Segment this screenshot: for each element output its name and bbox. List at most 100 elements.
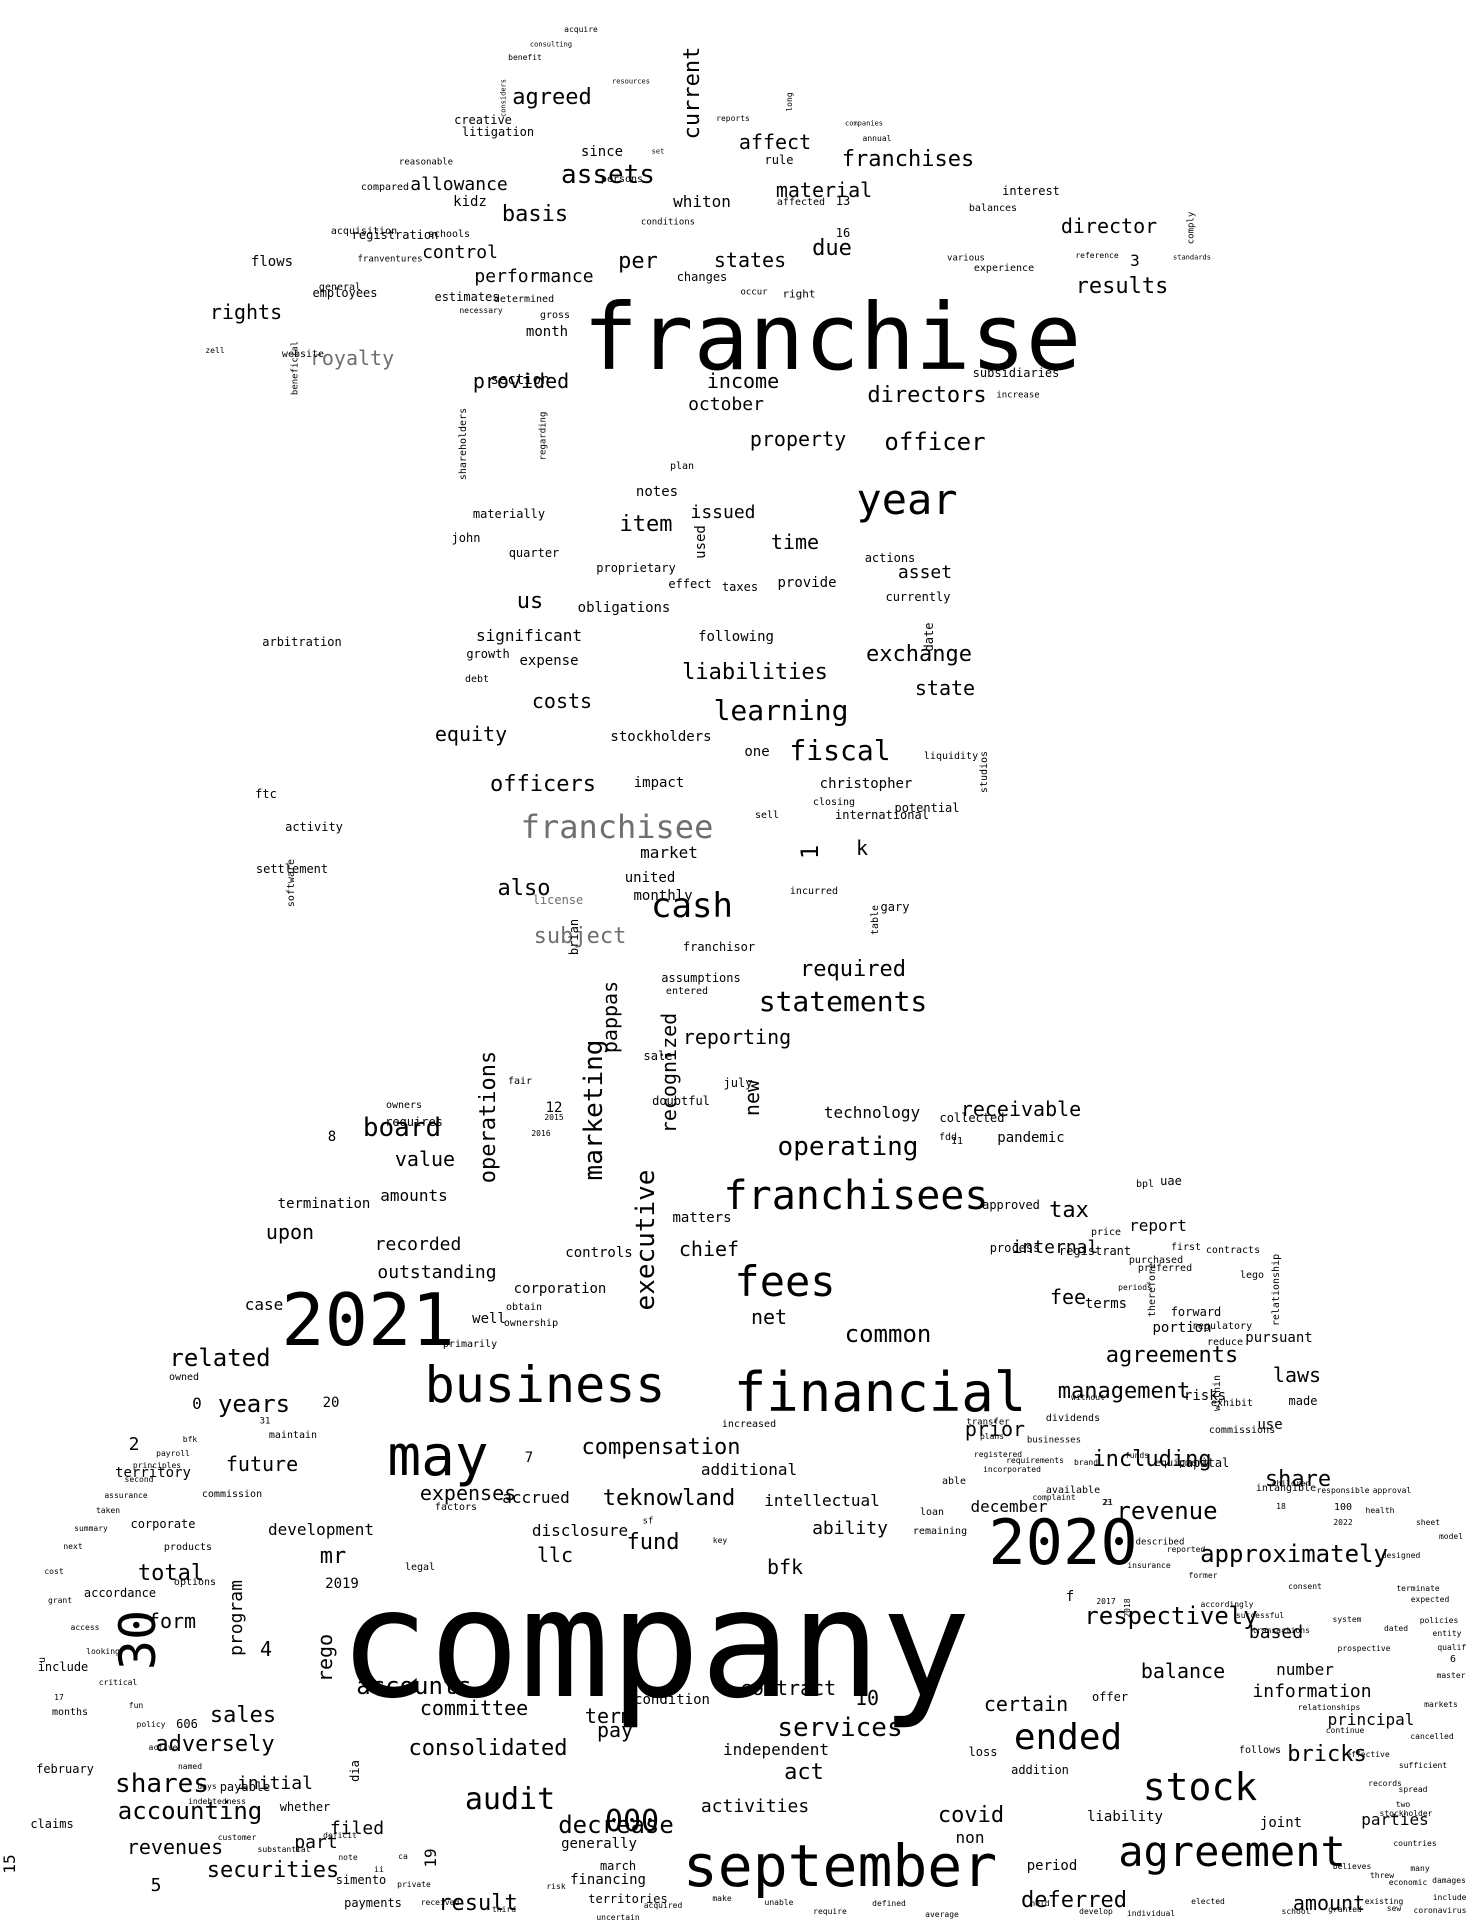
cloud-word: develop <box>1079 1907 1113 1916</box>
cloud-word: brian <box>567 918 581 956</box>
cloud-word: business <box>424 1356 666 1414</box>
cloud-word: board <box>362 1113 442 1143</box>
cloud-word: entered <box>665 986 709 997</box>
cloud-word: current <box>680 46 705 140</box>
cloud-word: tax <box>1049 1198 1089 1223</box>
cloud-word: deferred <box>1021 1888 1127 1913</box>
cloud-word: ii <box>374 1865 384 1874</box>
cloud-word: mr <box>319 1544 347 1569</box>
cloud-word: initial <box>237 1773 313 1794</box>
cloud-word: 23 <box>1102 1498 1112 1507</box>
cloud-word: products <box>163 1542 213 1553</box>
cloud-word: approval <box>1372 1486 1412 1495</box>
cloud-word: k <box>855 836 869 860</box>
cloud-word: second <box>124 1475 154 1484</box>
cloud-word: various <box>947 253 985 264</box>
cloud-word: results <box>1075 274 1169 299</box>
cloud-word: respectively <box>1084 1602 1258 1630</box>
cloud-word: 2017 <box>1096 1597 1116 1606</box>
cloud-word: complaint <box>1032 1493 1076 1502</box>
cloud-word: asset <box>897 562 953 583</box>
cloud-word: exhibit <box>1210 1398 1254 1409</box>
cloud-word: transfer <box>966 1417 1010 1428</box>
cloud-word: master <box>1436 1671 1466 1680</box>
cloud-word: standards <box>1173 253 1211 262</box>
cloud-word: granted <box>1328 1905 1362 1914</box>
cloud-word: bpl <box>1135 1179 1155 1190</box>
cloud-word: financial <box>733 1361 1027 1424</box>
cloud-word: payments <box>344 1896 402 1910</box>
cloud-word: approved <box>982 1198 1040 1212</box>
cloud-word: certain <box>983 1692 1069 1716</box>
cloud-word: potential <box>894 801 960 815</box>
cloud-word: receivable <box>960 1097 1082 1121</box>
cloud-word: received <box>420 1898 460 1907</box>
cloud-word: contract <box>739 1676 837 1700</box>
cloud-word: management <box>1057 1379 1191 1404</box>
cloud-word: laws <box>1272 1363 1322 1387</box>
cloud-word: requires <box>385 1115 443 1129</box>
cloud-word: 2022 <box>1333 1518 1353 1527</box>
cloud-word: time <box>770 530 820 554</box>
cloud-word: states <box>713 248 787 272</box>
cloud-word: revenue <box>1116 1497 1218 1525</box>
cloud-word: operating <box>777 1132 919 1162</box>
cloud-word: 20 <box>322 1395 340 1411</box>
cloud-word: assurance <box>104 1491 148 1500</box>
cloud-word: benefit <box>508 53 542 62</box>
cloud-word: indebtedness <box>188 1797 246 1806</box>
cloud-word: average <box>925 1910 959 1919</box>
cloud-word: pappas <box>598 980 622 1054</box>
cloud-word: resources <box>612 77 650 86</box>
cloud-word: conditions <box>640 217 696 228</box>
cloud-word: f <box>1065 1589 1075 1605</box>
cloud-word: approximately <box>1200 1540 1388 1568</box>
cloud-word: countries <box>1393 1839 1437 1848</box>
cloud-word: net <box>750 1305 788 1329</box>
cloud-word: expense <box>519 653 579 669</box>
cloud-word: contracts <box>1205 1245 1261 1256</box>
cloud-word: unable <box>764 1898 794 1907</box>
cloud-word: performance <box>474 266 594 287</box>
cloud-word: section <box>490 372 550 388</box>
cloud-word: notes <box>635 484 679 500</box>
cloud-word: fun <box>128 1701 144 1710</box>
cloud-word: agreement <box>1118 1827 1346 1876</box>
cloud-word: markets <box>1424 1700 1458 1709</box>
cloud-word: increased <box>721 1419 777 1430</box>
cloud-word: assumptions <box>661 971 741 985</box>
cloud-word: pandemic <box>997 1130 1065 1146</box>
cloud-word: provided <box>472 369 570 393</box>
cloud-word: days <box>197 1782 217 1791</box>
cloud-word: without <box>1071 1393 1105 1402</box>
cloud-word: amounts <box>380 1186 448 1205</box>
cloud-word: available <box>1045 1485 1101 1496</box>
cloud-word: per <box>618 249 658 274</box>
cloud-word: termination <box>277 1196 371 1212</box>
cloud-word: equipment <box>1154 1458 1210 1469</box>
cloud-word: third <box>491 1905 517 1914</box>
cloud-word: reporting <box>682 1025 792 1049</box>
cloud-word: remaining <box>912 1526 968 1537</box>
cloud-word: whiton <box>673 192 731 211</box>
cloud-word: ftc <box>255 787 277 801</box>
cloud-word: litigation <box>461 125 535 139</box>
cloud-word: expected <box>1410 1595 1450 1604</box>
cloud-word: 19 <box>421 1848 440 1868</box>
cloud-word: technology <box>823 1103 921 1122</box>
cloud-word: subsidiaries <box>972 366 1060 380</box>
cloud-word: month <box>525 324 569 340</box>
cloud-word: accounting <box>117 1797 263 1825</box>
cloud-word: taken <box>95 1506 121 1515</box>
cloud-word: changes <box>676 270 728 284</box>
cloud-word: taxes <box>721 580 759 594</box>
cloud-word: franventures <box>357 254 423 265</box>
cloud-word: doubtful <box>652 1094 710 1108</box>
cloud-word: amount <box>1292 1891 1366 1915</box>
cloud-word: requirements <box>1006 1456 1064 1465</box>
cloud-word: therefore <box>1147 1262 1158 1318</box>
cloud-word: looking <box>86 1647 120 1656</box>
cloud-word: 2015 <box>544 1113 564 1122</box>
cloud-word: disclosure <box>531 1521 629 1540</box>
cloud-word: cost <box>44 1567 64 1576</box>
